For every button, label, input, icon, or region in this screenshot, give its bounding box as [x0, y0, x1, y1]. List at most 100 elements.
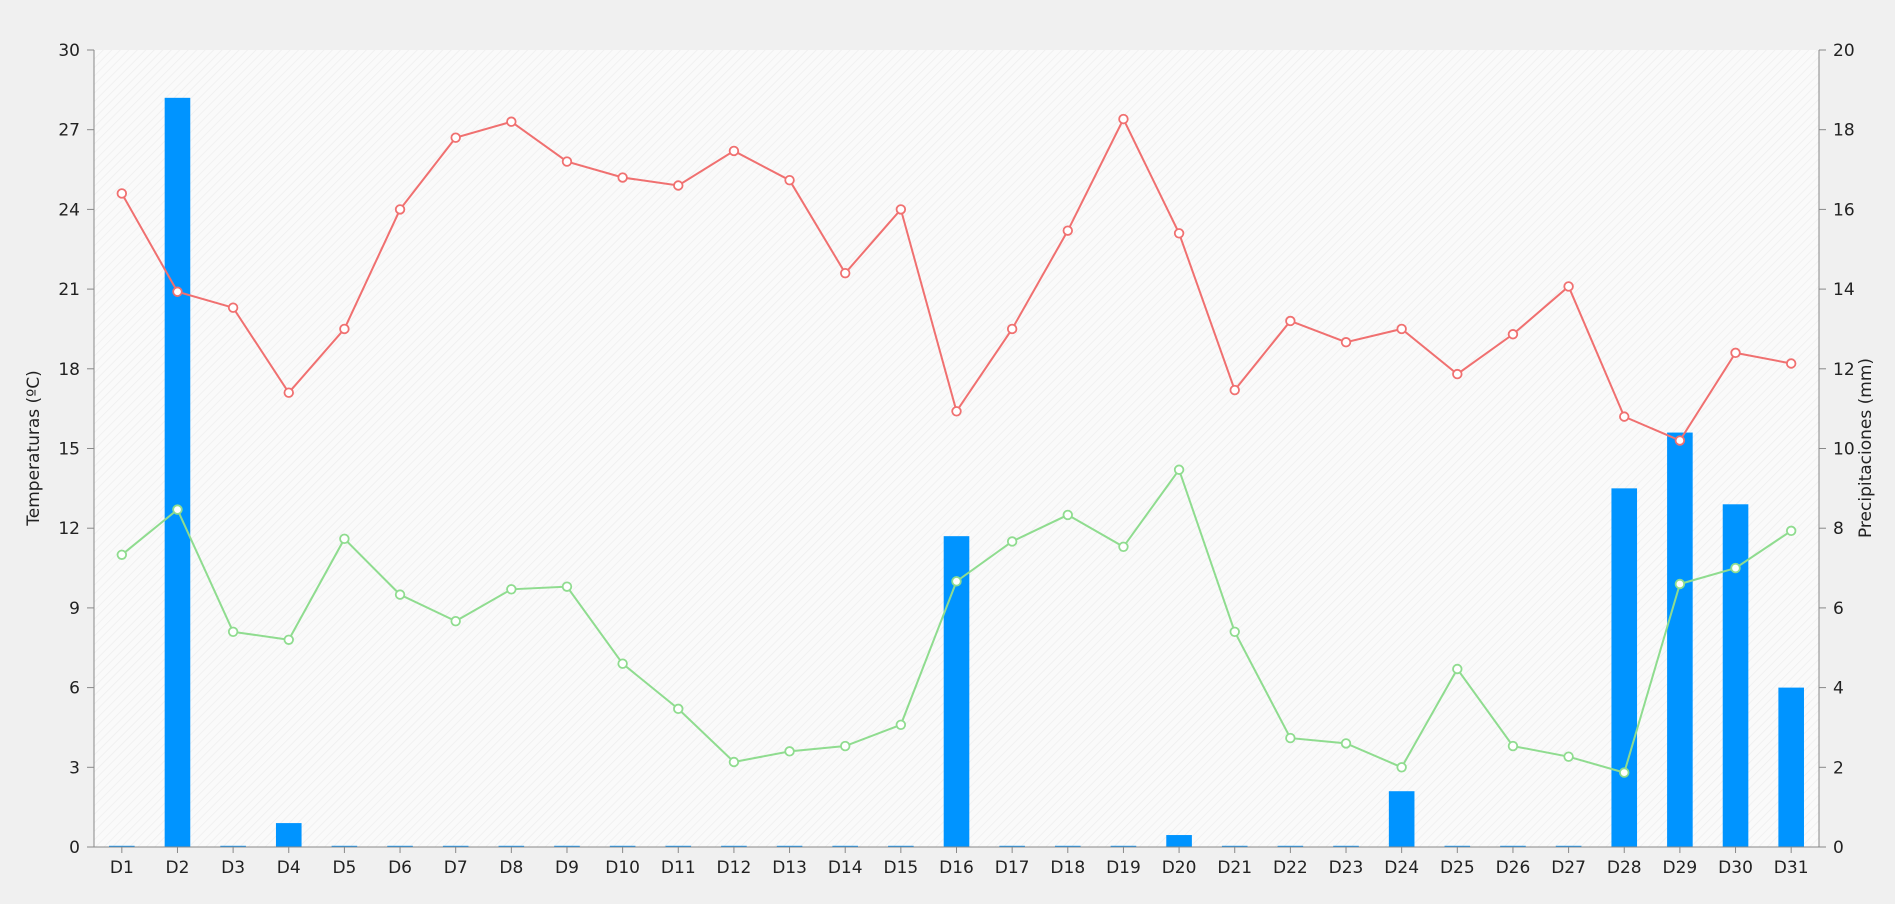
min-temp-point [283, 634, 294, 645]
min-temp-point [728, 756, 740, 768]
x-tick-label: D11 [661, 858, 696, 878]
right-tick-label: 4 [1833, 679, 1844, 699]
precip-bar [331, 845, 358, 847]
max-temp-point [1507, 329, 1519, 340]
x-tick-label: D1 [110, 858, 134, 878]
max-temp-point [1452, 368, 1463, 380]
min-temp-point [172, 504, 183, 515]
right-tick-label: 12 [1833, 360, 1855, 380]
min-temp-point [227, 626, 239, 638]
precip-bar [1500, 845, 1526, 847]
max-temp-point [1006, 323, 1018, 335]
max-temp-point [1785, 358, 1797, 369]
min-temp-point [1006, 536, 1018, 547]
right-tick-label: 6 [1833, 599, 1844, 619]
min-temp-point [1730, 562, 1741, 574]
min-temp-point [339, 533, 350, 545]
left-tick-label: 9 [69, 599, 80, 619]
x-tick-label: D24 [1384, 858, 1419, 878]
precip-bar [1778, 687, 1804, 847]
x-tick-label: D31 [1774, 858, 1809, 878]
min-temp-point [1118, 541, 1129, 553]
min-temp-point [1674, 578, 1686, 590]
right-tick-label: 10 [1833, 440, 1855, 460]
min-temp-point [951, 576, 962, 587]
min-temp-point [1229, 626, 1240, 638]
x-tick-label: D20 [1162, 858, 1197, 878]
precip-bar [498, 845, 525, 847]
max-temp-point [506, 116, 517, 127]
max-temp-point [339, 323, 350, 335]
precip-bar [442, 845, 469, 847]
min-temp-point [1452, 663, 1463, 675]
max-temp-point [1340, 337, 1352, 348]
min-temp-point [1785, 525, 1797, 537]
precip-bar [776, 845, 803, 847]
right-tick-label: 20 [1833, 41, 1855, 61]
max-temp-point [1674, 435, 1686, 446]
left-tick-label: 30 [58, 41, 80, 61]
x-tick-label: D14 [828, 858, 863, 878]
x-tick-label: D6 [388, 858, 412, 878]
left-tick-label: 15 [58, 440, 80, 460]
precip-bar [1166, 835, 1192, 847]
min-temp-point [450, 615, 461, 627]
max-temp-point [1563, 281, 1574, 292]
left-tick-label: 0 [69, 838, 80, 858]
x-tick-label: D18 [1050, 858, 1085, 878]
x-tick-label: D26 [1496, 858, 1531, 878]
x-tick-label: D15 [883, 858, 918, 878]
precip-bar [275, 823, 302, 847]
max-temp-point [1285, 315, 1296, 327]
min-temp-point [617, 658, 628, 669]
x-tick-label: D13 [772, 858, 807, 878]
x-tick-label: D19 [1106, 858, 1141, 878]
right-tick-label: 0 [1833, 838, 1844, 858]
x-tick-label: D21 [1217, 858, 1252, 878]
x-tick-label: D17 [995, 858, 1030, 878]
precip-bar [1054, 845, 1081, 847]
x-tick-label: D4 [277, 858, 301, 878]
right-tick-label: 8 [1833, 519, 1844, 539]
max-temp-point [1062, 225, 1073, 236]
max-temp-point [1730, 347, 1741, 359]
max-temp-point [283, 387, 294, 398]
right-axis-title: Precipitaciones (mm) [1856, 358, 1876, 538]
precip-bar [1388, 791, 1415, 847]
precipitation-bars [109, 97, 1804, 847]
precip-bar [1722, 504, 1749, 847]
min-temp-point [1062, 509, 1073, 521]
precip-bar [1221, 845, 1248, 847]
max-temp-point [172, 286, 183, 297]
max-temp-point [673, 180, 684, 191]
max-temp-point [951, 406, 962, 417]
min-temp-point [394, 589, 406, 600]
precip-bar [609, 845, 636, 847]
max-temp-point [227, 302, 239, 313]
right-tick-label: 2 [1833, 758, 1844, 778]
max-temp-point [895, 204, 907, 215]
min-temp-point [673, 703, 684, 715]
right-tick-label: 14 [1833, 280, 1855, 300]
min-temp-point [1340, 738, 1352, 749]
left-tick-label: 6 [69, 679, 80, 699]
left-tick-label: 12 [58, 519, 80, 539]
max-temp-point [394, 204, 406, 215]
precip-bar [888, 845, 914, 847]
precip-bar [721, 845, 747, 847]
left-tick-label: 3 [69, 758, 80, 778]
x-tick-label: D9 [555, 858, 579, 878]
x-tick-label: D28 [1607, 858, 1642, 878]
min-temp-point [506, 584, 517, 595]
right-tick-label: 18 [1833, 121, 1855, 141]
precip-bar [1667, 432, 1693, 847]
left-tick-label: 18 [58, 360, 80, 380]
max-temp-point [1118, 113, 1129, 125]
max-temp-point [617, 172, 628, 183]
x-tick-label: D29 [1663, 858, 1698, 878]
precip-bar [1555, 845, 1582, 847]
precip-bar [1611, 488, 1638, 847]
precip-bar [1444, 845, 1471, 847]
